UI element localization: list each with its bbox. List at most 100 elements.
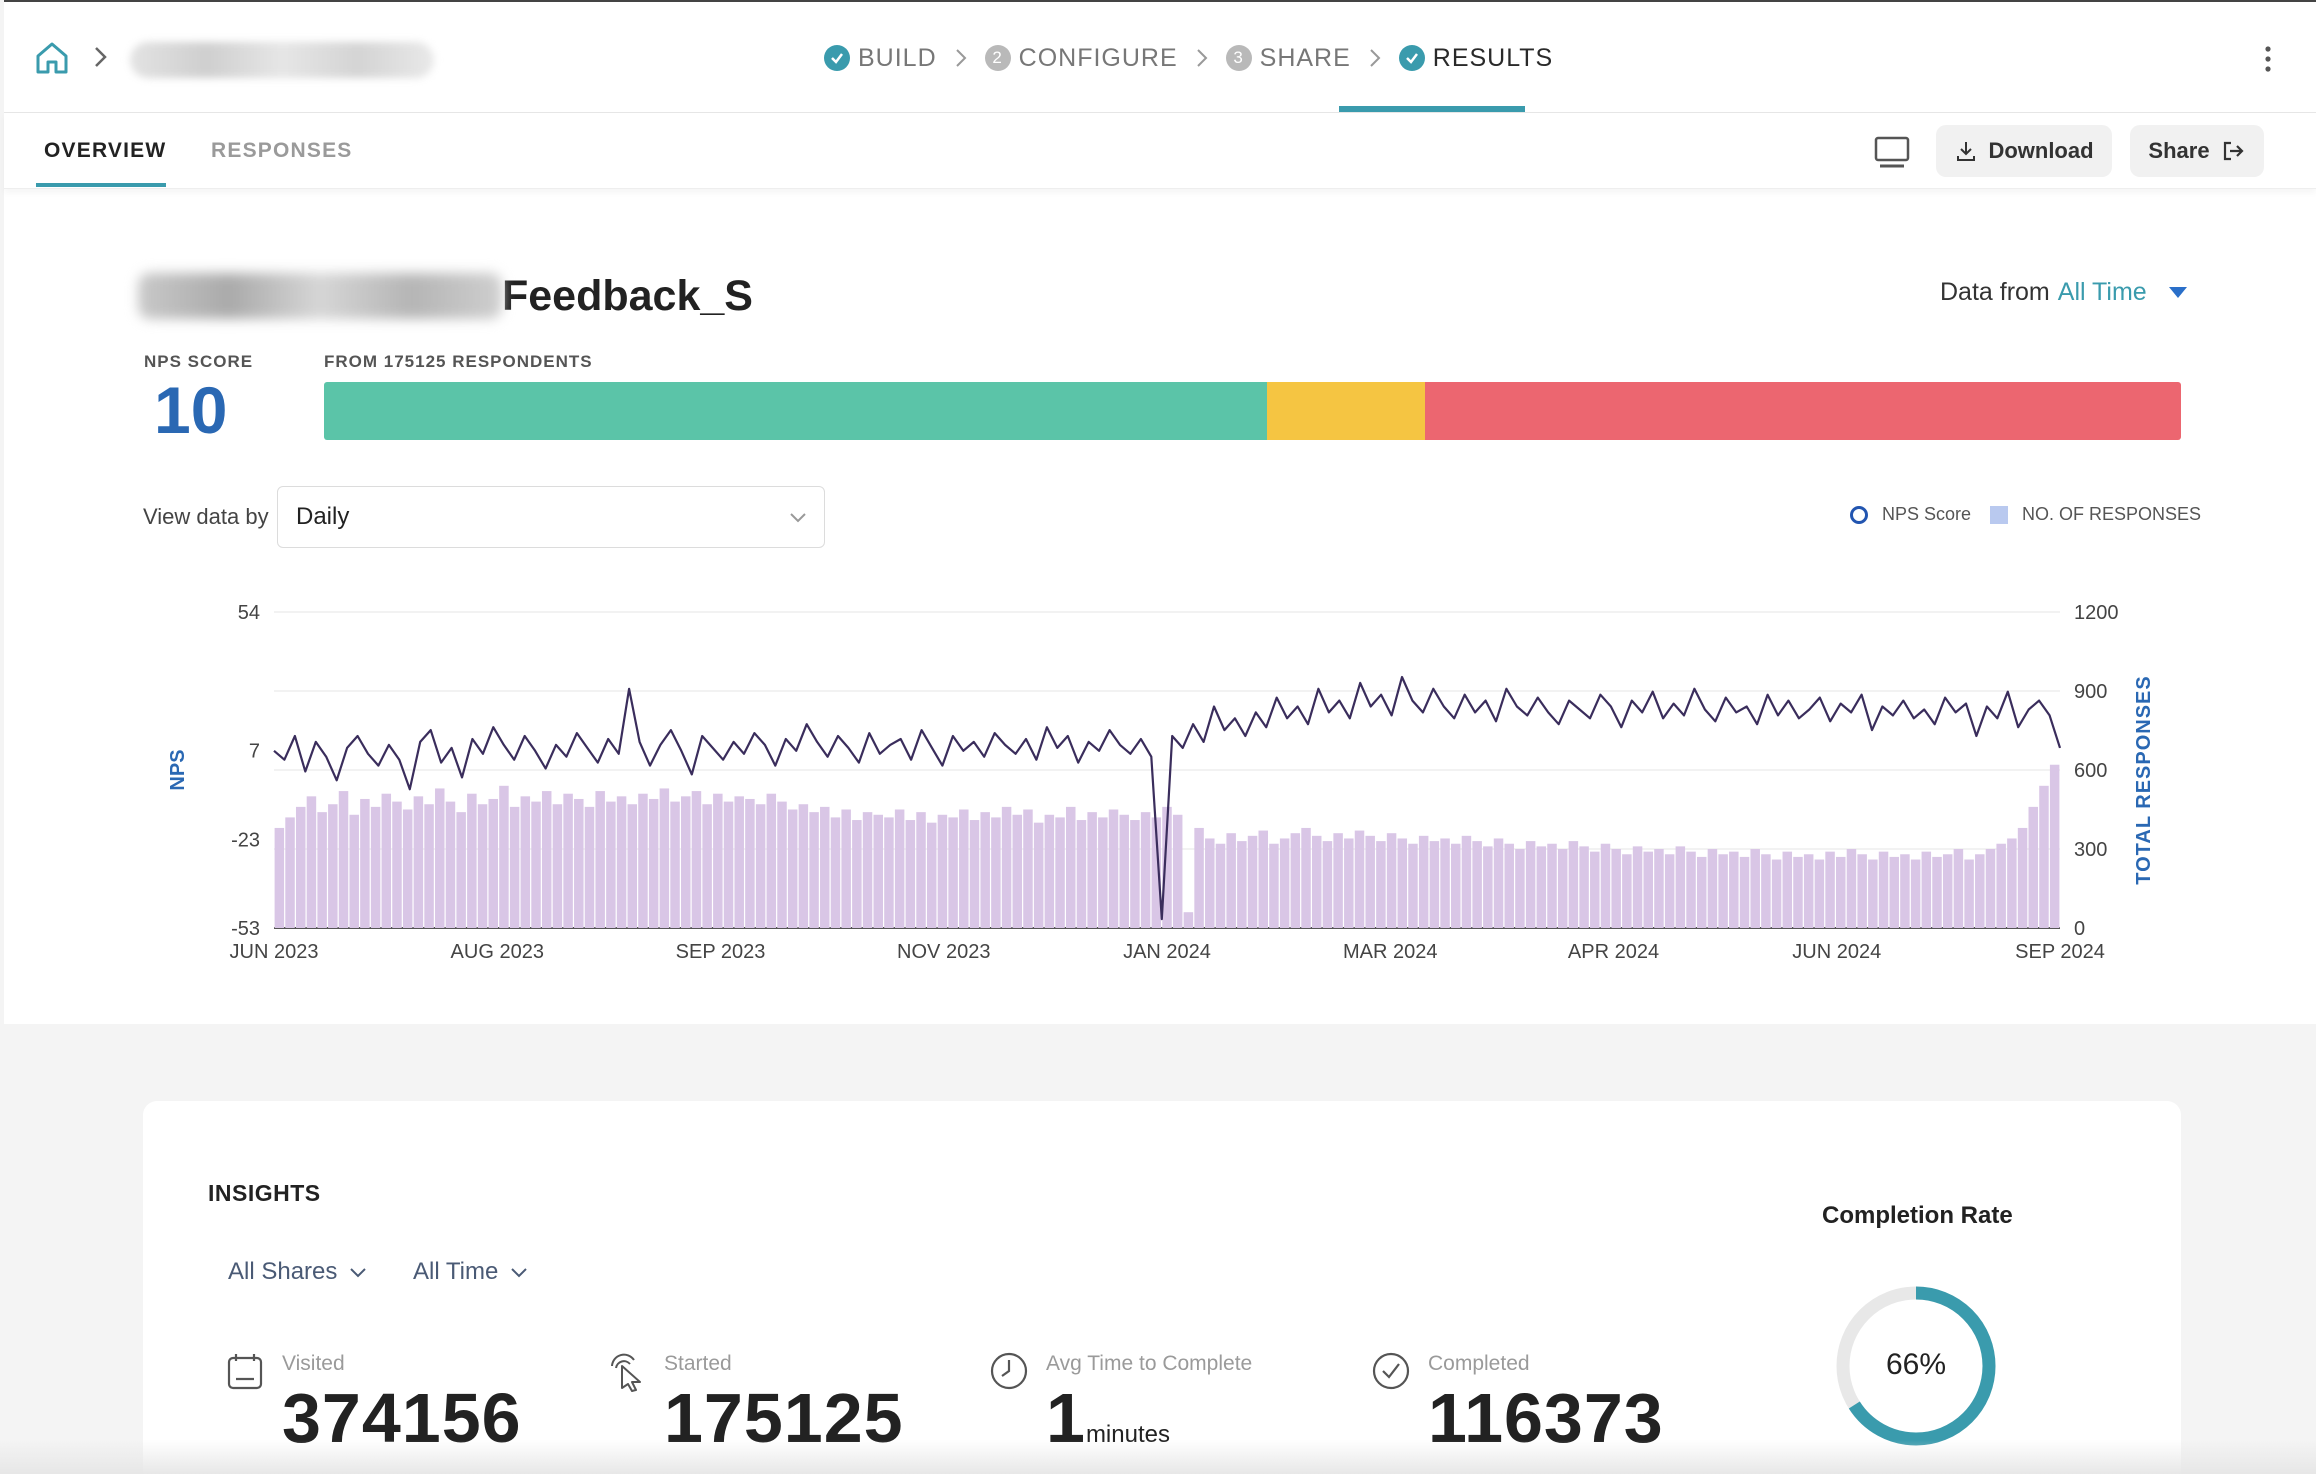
legend-responses[interactable]: NO. OF RESPONSES: [1990, 504, 2201, 525]
chevron-down-icon: [350, 1268, 367, 1278]
step-share-label: SHARE: [1259, 43, 1351, 72]
response-bar: [488, 798, 498, 928]
share-label: Share: [2148, 138, 2210, 163]
response-bar: [1472, 841, 1482, 928]
response-bar: [445, 801, 456, 928]
response-bar: [1686, 851, 1696, 928]
response-bar: [1386, 833, 1397, 928]
response-bar: [1354, 830, 1365, 928]
response-bar: [328, 804, 338, 928]
response-bar: [809, 812, 819, 928]
response-bar: [1226, 833, 1236, 928]
response-bar: [1429, 841, 1440, 928]
survey-name-breadcrumb[interactable]: [130, 42, 434, 78]
download-button[interactable]: Download: [1936, 125, 2112, 177]
response-bar: [1857, 854, 1867, 928]
response-bar: [820, 806, 830, 928]
response-bar: [1675, 846, 1686, 928]
response-bar: [1900, 854, 1910, 928]
response-bar: [1397, 838, 1408, 928]
response-bar: [1055, 817, 1065, 928]
response-bar: [574, 798, 584, 928]
step-configure-label: CONFIGURE: [1018, 43, 1178, 72]
response-bar: [830, 817, 841, 928]
response-bar: [723, 801, 734, 928]
home-icon[interactable]: [32, 38, 72, 78]
response-bar: [1557, 849, 1568, 928]
legend-nps[interactable]: NPS Score: [1850, 504, 1971, 525]
response-bar: [969, 820, 980, 928]
step-share[interactable]: 3 SHARE: [1225, 36, 1351, 80]
response-bar: [1696, 856, 1707, 928]
response-bar: [1301, 827, 1311, 928]
response-bar: [1269, 843, 1279, 928]
chevron-right-icon: [95, 47, 107, 67]
response-bar: [1525, 841, 1536, 928]
response-bar: [1098, 817, 1108, 928]
response-bar: [1044, 814, 1055, 928]
response-bar: [670, 801, 680, 928]
share-button[interactable]: Share: [2130, 125, 2264, 177]
response-bar: [1001, 806, 1012, 928]
response-bar: [713, 793, 723, 928]
monitor-icon[interactable]: [1872, 133, 1912, 173]
step-results[interactable]: RESULTS: [1398, 36, 1553, 80]
response-bar: [1568, 841, 1579, 928]
donut-progress-arc: [1836, 1286, 1996, 1446]
respondents-count: FROM 175125 RESPONDENTS: [324, 352, 593, 371]
response-bar: [1793, 856, 1803, 928]
response-bar: [1237, 841, 1247, 928]
response-bar: [991, 817, 1001, 928]
view-by-select[interactable]: Daily: [277, 486, 825, 548]
response-bar: [1590, 851, 1600, 928]
response-bar: [798, 804, 809, 928]
response-bar: [2028, 806, 2039, 928]
response-bar: [2049, 764, 2060, 928]
stat-label: Avg Time to Complete: [1046, 1352, 1253, 1375]
response-bar: [1418, 835, 1429, 928]
response-bar: [1750, 849, 1760, 928]
survey-title: Feedback_S: [138, 266, 753, 326]
response-bar: [787, 809, 798, 928]
response-bar: [884, 817, 894, 928]
response-bar: [1654, 849, 1664, 928]
response-bar: [1151, 817, 1162, 928]
response-bar: [1622, 854, 1632, 928]
y-left-axis-title: NPS: [167, 749, 189, 790]
step-build[interactable]: BUILD: [824, 36, 937, 80]
active-tab-indicator: [36, 183, 166, 187]
completion-rate-value: 66%: [1885, 1348, 1947, 1381]
response-bar: [862, 812, 873, 928]
chevron-right-icon: [1178, 36, 1226, 80]
response-bar: [1718, 854, 1728, 928]
passives-segment: [1267, 382, 1426, 440]
response-bar: [606, 801, 616, 928]
response-bar: [1108, 809, 1119, 928]
x-tick-label: APR 2024: [1568, 941, 1659, 963]
data-from-label: Data from: [1940, 278, 2050, 306]
stat-label: Completed: [1428, 1352, 1530, 1375]
response-bar: [2039, 785, 2049, 928]
tab-overview[interactable]: OVERVIEW: [44, 139, 167, 162]
data-range-selector[interactable]: Data from All Time: [1940, 278, 2187, 307]
response-bar: [1023, 809, 1033, 928]
clock-icon: [990, 1352, 1028, 1390]
response-bar: [1365, 835, 1375, 928]
response-bar: [306, 796, 317, 928]
response-bar: [755, 804, 766, 928]
response-bar: [1066, 806, 1076, 928]
filter-shares-dropdown[interactable]: All Shares: [228, 1258, 369, 1286]
y-left-tick-label: -23: [231, 830, 260, 852]
filter-time-dropdown[interactable]: All Time: [413, 1258, 530, 1286]
tab-responses[interactable]: RESPONSES: [211, 139, 353, 162]
response-bar: [595, 791, 605, 928]
response-bar: [1868, 859, 1878, 928]
check-circle-icon: [1372, 1352, 1410, 1390]
response-bar: [1344, 838, 1354, 928]
response-bar: [980, 812, 990, 928]
more-options-icon[interactable]: [2260, 44, 2276, 74]
y-left-tick-label: -53: [231, 918, 260, 940]
response-bar: [1632, 846, 1643, 928]
step-configure[interactable]: 2 CONFIGURE: [984, 36, 1178, 80]
step-number: 2: [984, 45, 1011, 71]
